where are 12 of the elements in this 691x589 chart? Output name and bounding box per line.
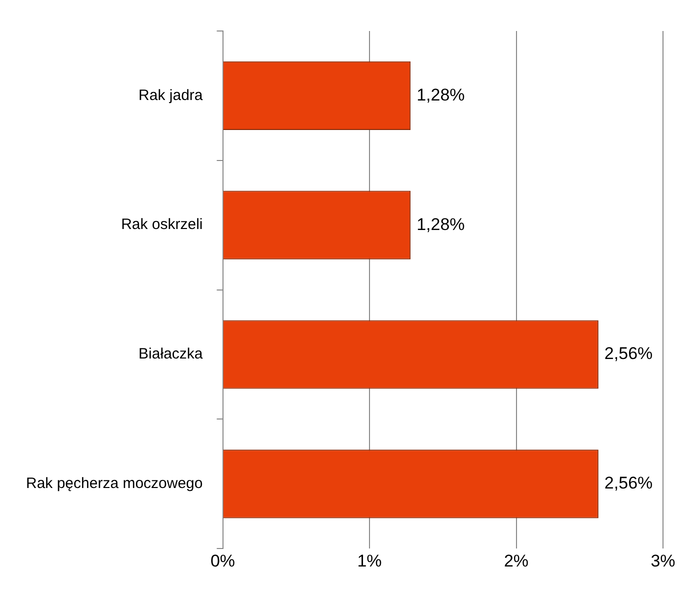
y-tick-label: Rak jadra [138,86,204,104]
y-tick-label: Białaczka [138,346,204,363]
data-label: 1,28% [416,85,465,104]
y-tick-label: Rak pęcherza moczowego [26,475,203,492]
y-tick-label: Rak oskrzeli [121,216,203,234]
data-label: 2,56% [604,474,653,493]
x-tick-label: 2% [504,551,529,570]
x-tick-label: 1% [357,551,382,570]
data-label: 2,56% [604,344,653,364]
data-label: 1,28% [416,214,465,234]
x-tick-label: 3% [650,551,676,570]
x-tick-label: 0% [210,551,236,570]
